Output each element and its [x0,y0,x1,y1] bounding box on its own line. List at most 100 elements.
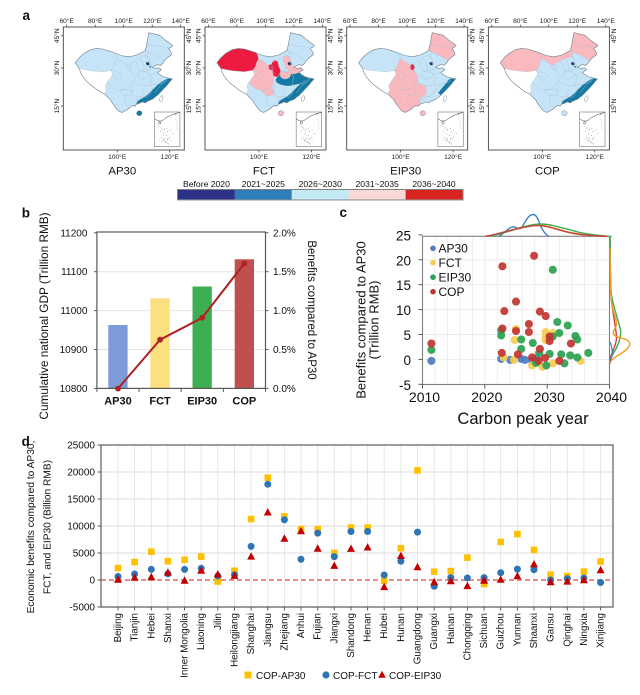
svg-text:15°N: 15°N [336,98,344,113]
svg-text:30°N: 30°N [185,60,193,75]
svg-text:11200: 11200 [60,228,88,239]
svg-text:120°E: 120°E [161,153,180,161]
svg-text:2030: 2030 [534,389,565,405]
svg-text:45°N: 45°N [195,28,203,43]
svg-text:Jiangsu: Jiangsu [263,613,274,647]
svg-text:Tianjin: Tianjin [130,613,141,642]
svg-text:COP: COP [232,395,256,407]
svg-text:120°E: 120°E [568,17,587,25]
svg-text:Heilongjiang: Heilongjiang [230,613,241,667]
svg-text:2.0%: 2.0% [273,228,296,239]
svg-text:25000: 25000 [67,441,95,452]
svg-text:80°E: 80°E [88,17,103,25]
svg-text:100°E: 100°E [256,17,275,25]
svg-text:2031~2035: 2031~2035 [356,179,399,189]
svg-text:EIP30: EIP30 [187,395,217,407]
svg-text:Sichuan: Sichuan [479,613,490,648]
svg-text:30°N: 30°N [327,60,335,75]
svg-text:AP30: AP30 [439,242,469,256]
svg-text:Shaanxi: Shaanxi [529,613,540,648]
svg-text:Anhui: Anhui [296,613,307,638]
svg-text:COP-EIP30: COP-EIP30 [389,671,442,682]
svg-text:15°N: 15°N [327,98,335,113]
svg-text:-5: -5 [399,378,411,393]
svg-text:Xinjiang: Xinjiang [596,613,607,648]
svg-text:2026~2030: 2026~2030 [299,179,342,189]
svg-text:2040: 2040 [596,389,627,405]
svg-text:60°E: 60°E [485,17,500,25]
svg-text:120°E: 120°E [444,153,463,161]
svg-text:5: 5 [403,328,411,343]
svg-text:AP30: AP30 [104,395,132,407]
svg-text:Jilin: Jilin [213,613,224,630]
svg-text:Inner Mongolia: Inner Mongolia [180,612,191,677]
svg-text:1.5%: 1.5% [273,267,296,278]
svg-text:Economic benefits compared to: Economic benefits compared to AP30, [26,441,37,614]
svg-text:Qinghai: Qinghai [562,613,573,647]
svg-text:10000: 10000 [67,522,95,533]
svg-text:a: a [23,8,31,23]
svg-text:100°E: 100°E [115,17,134,25]
svg-text:1.0%: 1.0% [273,306,296,317]
svg-text:100°E: 100°E [540,17,559,25]
svg-text:45°N: 45°N [185,28,193,43]
svg-text:100°E: 100°E [398,17,417,25]
svg-text:30°N: 30°N [478,60,486,75]
svg-text:60°E: 60°E [201,17,216,25]
svg-text:EIP30: EIP30 [390,165,421,177]
svg-text:120°E: 120°E [586,153,605,161]
svg-text:15: 15 [396,278,411,293]
svg-text:FCT: FCT [439,256,463,270]
svg-text:100°E: 100°E [533,153,552,161]
svg-text:10: 10 [396,303,411,318]
svg-text:15°N: 15°N [478,98,486,113]
svg-text:5000: 5000 [73,549,96,560]
svg-text:2036~2040: 2036~2040 [412,179,455,189]
svg-text:2021~2025: 2021~2025 [242,179,285,189]
svg-text:Hebei: Hebei [146,613,157,639]
svg-text:45°N: 45°N [478,28,486,43]
svg-text:0.0%: 0.0% [273,384,296,395]
svg-text:Yunnan: Yunnan [512,613,523,646]
svg-text:15°N: 15°N [195,98,203,113]
svg-text:Ningxia: Ningxia [579,612,590,645]
svg-text:Before 2020: Before 2020 [183,179,230,189]
svg-text:Liaoning: Liaoning [196,613,207,650]
svg-text:100°E: 100°E [250,153,269,161]
svg-text:Fujian: Fujian [313,613,324,640]
svg-text:Guizhou: Guizhou [496,613,507,650]
svg-text:Shandong: Shandong [346,613,357,658]
svg-text:20: 20 [396,253,411,268]
svg-text:EIP30: EIP30 [439,270,472,284]
svg-text:Beijing: Beijing [113,613,124,642]
svg-text:Jiangxi: Jiangxi [329,613,340,644]
svg-text:45°N: 45°N [610,28,618,43]
svg-text:15°N: 15°N [185,98,193,113]
svg-text:30°N: 30°N [468,60,476,75]
svg-text:120°E: 120°E [143,17,162,25]
svg-text:45°N: 45°N [336,28,344,43]
svg-text:b: b [22,206,30,221]
svg-text:15000: 15000 [67,495,95,506]
svg-text:COP: COP [535,165,560,177]
svg-text:COP-FCT: COP-FCT [333,671,377,682]
svg-text:Cumulative national GDP (Trill: Cumulative national GDP (Trillion RMB) [37,212,51,419]
svg-text:15°N: 15°N [610,98,618,113]
svg-text:10800: 10800 [60,384,88,395]
svg-text:Henan: Henan [363,613,374,642]
svg-text:2020: 2020 [471,389,502,405]
svg-text:c: c [340,205,348,220]
svg-text:25: 25 [396,228,411,243]
svg-text:Zhejiang: Zhejiang [279,613,290,651]
svg-text:120°E: 120°E [285,17,304,25]
svg-text:20000: 20000 [67,468,95,479]
svg-text:100°E: 100°E [392,153,411,161]
svg-text:Hunan: Hunan [396,613,407,642]
svg-text:80°E: 80°E [371,17,386,25]
svg-text:45°N: 45°N [468,28,476,43]
svg-text:120°E: 120°E [427,17,446,25]
svg-text:10900: 10900 [60,345,88,356]
svg-text:(Trillion RMB): (Trillion RMB) [367,281,382,360]
svg-text:30°N: 30°N [610,60,618,75]
svg-text:140°E: 140°E [313,17,332,25]
